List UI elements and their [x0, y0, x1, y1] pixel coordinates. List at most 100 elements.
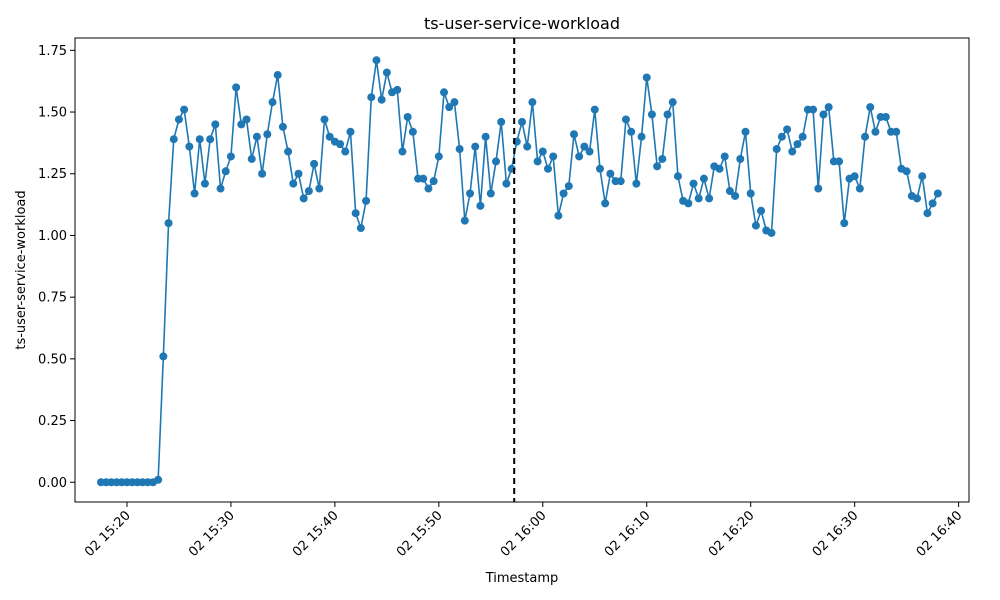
- data-point: [471, 142, 480, 151]
- y-tick-label: 0.00: [38, 476, 67, 491]
- data-point: [918, 172, 927, 181]
- data-point: [497, 117, 506, 126]
- data-point: [663, 110, 672, 119]
- data-point: [777, 132, 786, 141]
- data-point: [705, 194, 714, 203]
- data-point: [793, 140, 802, 149]
- y-tick-label: 1.75: [38, 44, 67, 59]
- data-point: [164, 219, 173, 228]
- data-point: [933, 189, 942, 198]
- data-point: [278, 122, 287, 131]
- data-point: [174, 115, 183, 124]
- data-point: [590, 105, 599, 114]
- data-point: [606, 169, 615, 178]
- data-point: [616, 177, 625, 186]
- data-point: [351, 209, 360, 218]
- data-point: [367, 93, 376, 102]
- data-point: [694, 194, 703, 203]
- data-point: [195, 135, 204, 144]
- y-tick-label: 1.00: [38, 229, 67, 244]
- data-point: [252, 132, 261, 141]
- data-point: [460, 216, 469, 225]
- data-point: [715, 164, 724, 173]
- data-point: [788, 147, 797, 156]
- y-tick-label: 0.25: [38, 414, 67, 429]
- x-tick-label: 02 16:10: [602, 508, 654, 560]
- data-point: [866, 103, 875, 112]
- data-point: [772, 145, 781, 154]
- x-tick-label: 02 15:40: [290, 508, 342, 560]
- data-point: [211, 120, 220, 129]
- data-point: [382, 68, 391, 77]
- data-point: [923, 209, 932, 218]
- data-point: [720, 152, 729, 161]
- data-point: [341, 147, 350, 156]
- data-point: [621, 115, 630, 124]
- data-point: [783, 125, 792, 134]
- y-tick-label: 0.75: [38, 291, 67, 306]
- data-point: [185, 142, 194, 151]
- data-point: [523, 142, 532, 151]
- data-point: [216, 184, 225, 193]
- data-point: [543, 164, 552, 173]
- data-point: [429, 177, 438, 186]
- x-tick-label: 02 16:20: [706, 508, 758, 560]
- data-point: [642, 73, 651, 82]
- data-point: [840, 219, 849, 228]
- data-point: [668, 98, 677, 107]
- data-point: [518, 117, 526, 126]
- data-point: [445, 103, 454, 112]
- data-point: [226, 152, 235, 161]
- data-point: [492, 157, 501, 166]
- y-tick-label: 1.25: [38, 167, 67, 182]
- data-point: [455, 145, 464, 154]
- data-point: [902, 167, 911, 176]
- data-point: [372, 56, 381, 65]
- data-point: [533, 157, 542, 166]
- chart-title: ts-user-service-workload: [424, 14, 620, 33]
- data-point: [159, 352, 168, 361]
- data-point: [559, 189, 568, 198]
- data-point: [798, 132, 807, 141]
- data-point: [481, 132, 490, 141]
- data-point: [258, 169, 267, 178]
- data-point: [304, 187, 313, 196]
- data-point: [637, 132, 646, 141]
- data-point: [689, 179, 698, 188]
- data-point: [809, 105, 818, 114]
- data-point: [751, 221, 760, 230]
- data-point: [658, 154, 667, 163]
- data-point: [913, 194, 922, 203]
- x-axis-label: Timestamp: [485, 571, 559, 586]
- data-point: [263, 130, 272, 139]
- data-point: [419, 174, 428, 183]
- data-point: [850, 172, 859, 181]
- data-point: [434, 152, 443, 161]
- data-point: [549, 152, 558, 161]
- data-point: [502, 179, 511, 188]
- data-point: [881, 112, 890, 121]
- data-point: [736, 154, 745, 163]
- data-point: [684, 199, 693, 208]
- data-point: [247, 154, 256, 163]
- x-tick-label: 02 15:20: [82, 508, 134, 560]
- data-point: [232, 83, 241, 92]
- data-point: [486, 189, 495, 198]
- plot-frame: [74, 37, 970, 503]
- data-point: [855, 184, 864, 193]
- data-point: [757, 206, 766, 215]
- data-point: [200, 179, 209, 188]
- y-axis-label: ts-user-service-workload: [14, 190, 29, 349]
- data-point: [242, 115, 251, 124]
- data-point: [595, 164, 604, 173]
- data-point: [632, 179, 641, 188]
- data-point: [731, 191, 740, 200]
- data-point: [289, 179, 298, 188]
- data-point: [346, 127, 355, 136]
- x-tick-label: 02 16:00: [498, 508, 550, 560]
- data-point: [861, 132, 870, 141]
- data-point: [450, 98, 459, 107]
- data-point: [180, 105, 189, 114]
- y-tick-label: 0.50: [38, 352, 67, 367]
- data-point: [466, 189, 475, 198]
